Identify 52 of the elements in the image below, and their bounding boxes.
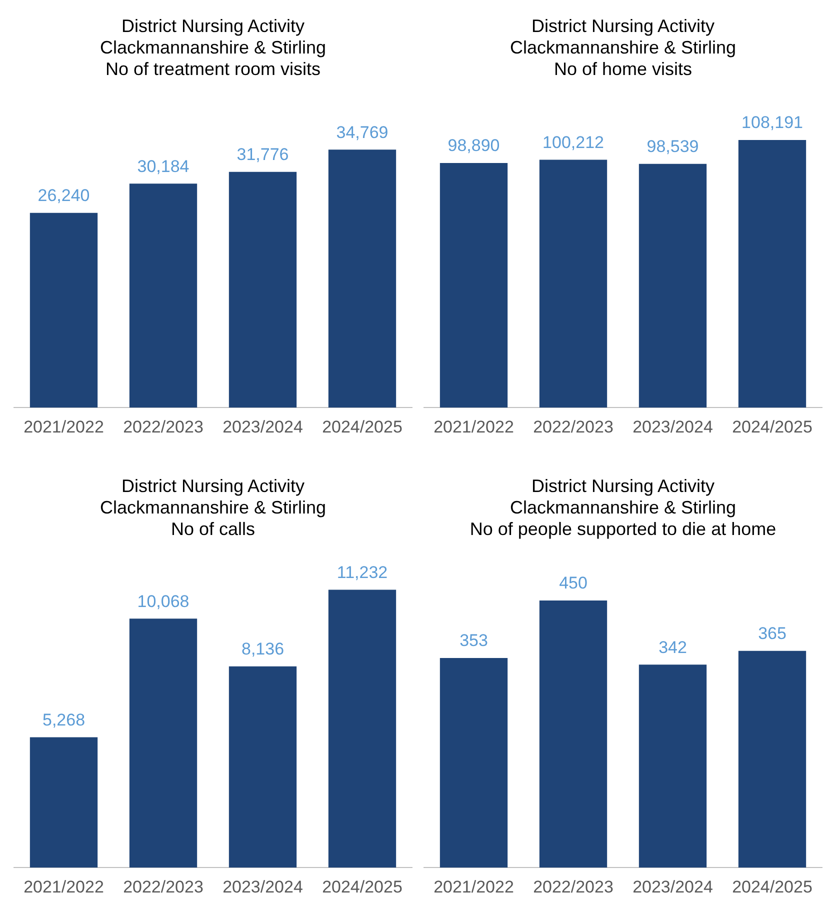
x-tick-label: 2021/2022	[24, 417, 104, 436]
x-tick-label: 2024/2025	[322, 877, 402, 896]
bar	[328, 150, 396, 408]
bar	[738, 140, 806, 408]
data-label: 8,136	[241, 640, 284, 659]
chart-title: District Nursing Activity Clackmannanshire & Stirling No of home visits	[510, 16, 736, 79]
bar	[539, 160, 608, 408]
bar	[539, 600, 608, 868]
data-label: 98,890	[448, 136, 500, 156]
data-label: 100,212	[542, 132, 604, 152]
data-label: 108,191	[742, 113, 803, 132]
x-tick-label: 2024/2025	[732, 877, 812, 896]
x-tick-label: 2022/2023	[123, 877, 204, 896]
bar	[638, 164, 707, 408]
data-label: 11,232	[336, 562, 388, 582]
chart-title: District Nursing Activity Clackmannanshire & Stirling No of treatment room visits	[100, 16, 326, 79]
x-tick-label: 2022/2023	[533, 417, 614, 436]
data-label: 98,539	[646, 137, 699, 156]
data-label: 30,184	[137, 156, 190, 176]
x-tick-label: 2021/2022	[434, 417, 514, 436]
bar	[440, 163, 508, 408]
x-tick-label: 2024/2025	[732, 417, 812, 436]
bar	[228, 666, 297, 868]
x-tick-label: 2022/2023	[123, 417, 204, 436]
bar	[328, 590, 396, 868]
x-tick-label: 2022/2023	[533, 877, 614, 896]
x-tick-label: 2023/2024	[632, 417, 713, 436]
data-label: 450	[559, 574, 588, 593]
x-tick-label: 2023/2024	[632, 877, 713, 896]
x-tick-label: 2023/2024	[222, 417, 303, 436]
x-tick-label: 2021/2022	[24, 877, 104, 896]
data-label: 26,240	[38, 186, 90, 206]
bar	[30, 737, 98, 868]
bar	[228, 172, 297, 408]
chart-title: District Nursing Activity Clackmannanshire & Stirling No of calls	[100, 476, 326, 539]
bar	[738, 650, 806, 868]
bar	[129, 184, 198, 408]
data-label: 342	[658, 638, 687, 657]
bar	[638, 664, 707, 868]
data-label: 31,776	[236, 145, 289, 164]
bar	[30, 212, 98, 408]
x-tick-label: 2021/2022	[434, 877, 514, 896]
data-label: 34,769	[336, 122, 388, 142]
chart-title: District Nursing Activity Clackmannanshire & Stirling No of people supported to die at home	[470, 476, 776, 539]
data-label: 365	[758, 624, 786, 644]
data-label: 10,068	[137, 592, 190, 611]
x-tick-label: 2023/2024	[222, 877, 303, 896]
data-label: 5,268	[42, 710, 86, 730]
data-label: 353	[460, 631, 488, 650]
x-tick-label: 2024/2025	[322, 417, 402, 436]
bar	[129, 618, 198, 868]
bar	[440, 658, 508, 868]
